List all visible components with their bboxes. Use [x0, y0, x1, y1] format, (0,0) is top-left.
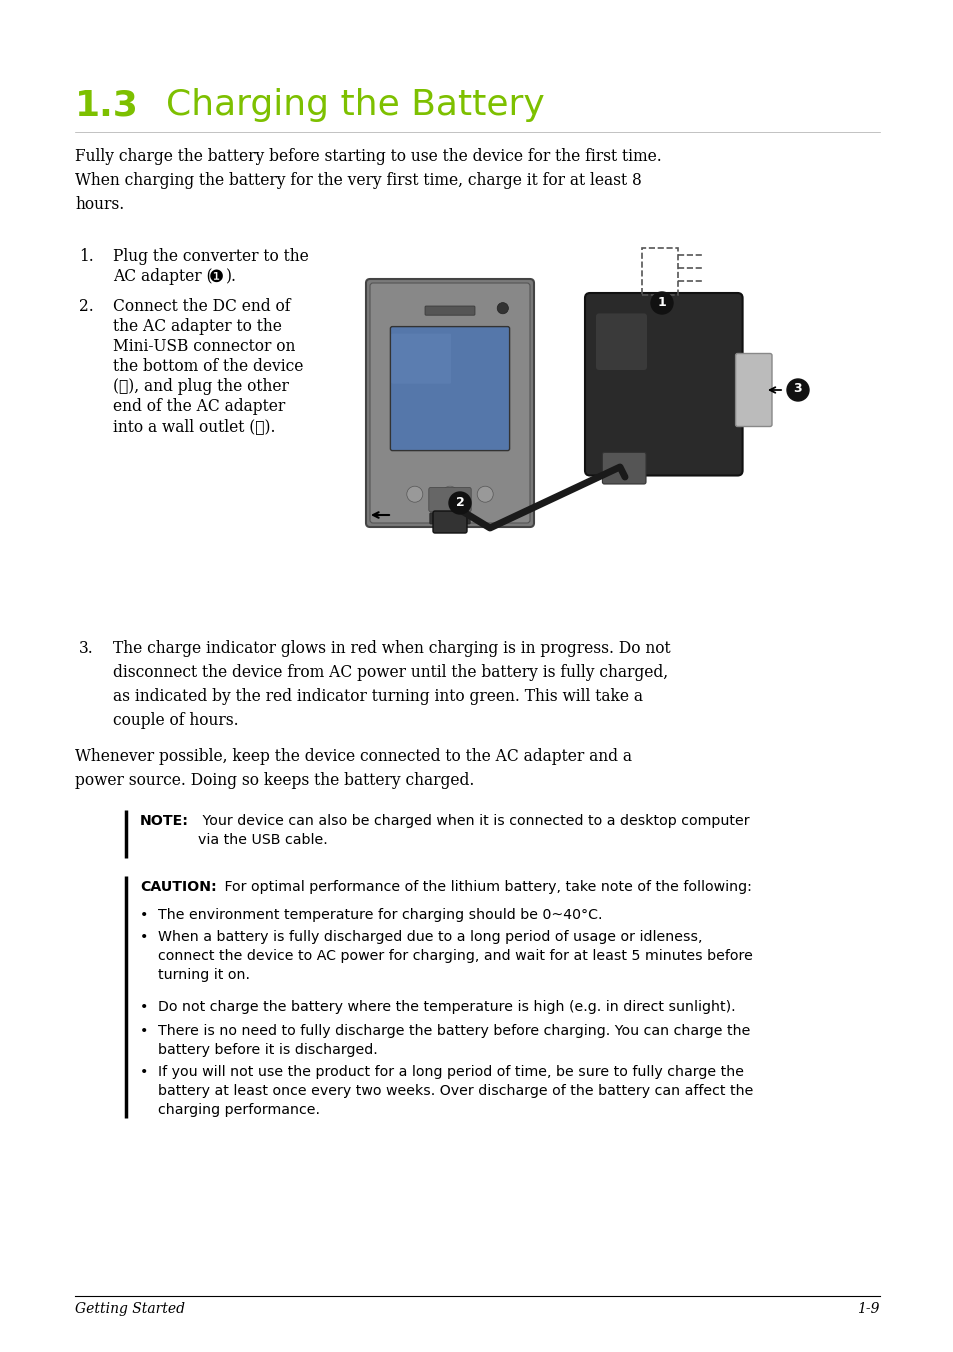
FancyBboxPatch shape [370, 283, 530, 523]
Text: The charge indicator glows in red when charging is in progress. Do not
disconnec: The charge indicator glows in red when c… [112, 639, 670, 730]
Text: end of the AC adapter: end of the AC adapter [112, 397, 285, 415]
FancyBboxPatch shape [735, 353, 771, 426]
Text: ).: ). [226, 268, 236, 285]
Text: 1: 1 [657, 296, 666, 308]
Circle shape [406, 487, 422, 502]
Text: The environment temperature for charging should be 0~40°C.: The environment temperature for charging… [158, 909, 602, 922]
Text: Charging the Battery: Charging the Battery [143, 88, 544, 122]
Text: •: • [140, 1023, 149, 1038]
FancyBboxPatch shape [428, 488, 471, 512]
Text: There is no need to fully discharge the battery before charging. You can charge : There is no need to fully discharge the … [158, 1023, 750, 1057]
Circle shape [441, 487, 457, 502]
Text: 3.: 3. [79, 639, 93, 657]
FancyBboxPatch shape [601, 453, 645, 484]
Circle shape [449, 492, 471, 514]
Text: 2.: 2. [79, 297, 93, 315]
Text: the bottom of the device: the bottom of the device [112, 358, 303, 375]
Text: Getting Started: Getting Started [75, 1302, 185, 1315]
Text: Your device can also be charged when it is connected to a desktop computer
via t: Your device can also be charged when it … [198, 814, 749, 848]
Text: into a wall outlet (❸).: into a wall outlet (❸). [112, 418, 275, 435]
Text: •: • [140, 1000, 149, 1014]
FancyBboxPatch shape [424, 306, 475, 315]
Text: the AC adapter to the: the AC adapter to the [112, 318, 281, 335]
Circle shape [497, 303, 508, 314]
Text: NOTE:: NOTE: [140, 814, 189, 827]
Text: ❶: ❶ [209, 268, 224, 287]
Text: 1.: 1. [79, 247, 93, 265]
FancyBboxPatch shape [596, 314, 646, 370]
Circle shape [476, 487, 493, 502]
FancyBboxPatch shape [433, 511, 467, 533]
Text: 2: 2 [456, 495, 464, 508]
FancyBboxPatch shape [391, 334, 451, 384]
Text: 3: 3 [793, 383, 801, 396]
Text: When a battery is fully discharged due to a long period of usage or idleness,
co: When a battery is fully discharged due t… [158, 930, 752, 982]
Text: (❷), and plug the other: (❷), and plug the other [112, 379, 289, 395]
Circle shape [786, 379, 808, 402]
Text: •: • [140, 1065, 149, 1079]
FancyBboxPatch shape [366, 279, 534, 527]
Text: •: • [140, 909, 149, 922]
Text: Do not charge the battery where the temperature is high (e.g. in direct sunlight: Do not charge the battery where the temp… [158, 1000, 735, 1014]
Text: For optimal performance of the lithium battery, take note of the following:: For optimal performance of the lithium b… [220, 880, 751, 894]
FancyBboxPatch shape [584, 293, 741, 476]
Text: Mini-USB connector on: Mini-USB connector on [112, 338, 295, 356]
Text: CAUTION:: CAUTION: [140, 880, 216, 894]
Text: 1.3: 1.3 [75, 88, 139, 122]
Text: Plug the converter to the: Plug the converter to the [112, 247, 309, 265]
Text: •: • [140, 930, 149, 944]
Text: Connect the DC end of: Connect the DC end of [112, 297, 291, 315]
Text: Whenever possible, keep the device connected to the AC adapter and a
power sourc: Whenever possible, keep the device conne… [75, 748, 631, 790]
Text: If you will not use the product for a long period of time, be sure to fully char: If you will not use the product for a lo… [158, 1065, 753, 1117]
Text: AC adapter (: AC adapter ( [112, 268, 213, 285]
FancyBboxPatch shape [430, 512, 470, 525]
FancyBboxPatch shape [390, 327, 509, 450]
Circle shape [650, 292, 672, 314]
Text: 1-9: 1-9 [857, 1302, 879, 1315]
Text: Fully charge the battery before starting to use the device for the first time.
W: Fully charge the battery before starting… [75, 147, 661, 214]
